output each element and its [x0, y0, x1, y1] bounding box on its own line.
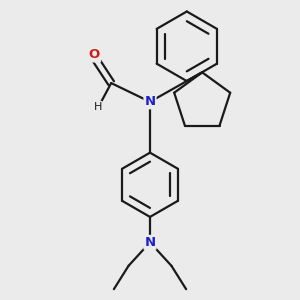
Text: O: O — [89, 49, 100, 62]
Text: N: N — [144, 95, 156, 108]
Text: H: H — [94, 101, 102, 112]
Text: N: N — [144, 236, 156, 249]
